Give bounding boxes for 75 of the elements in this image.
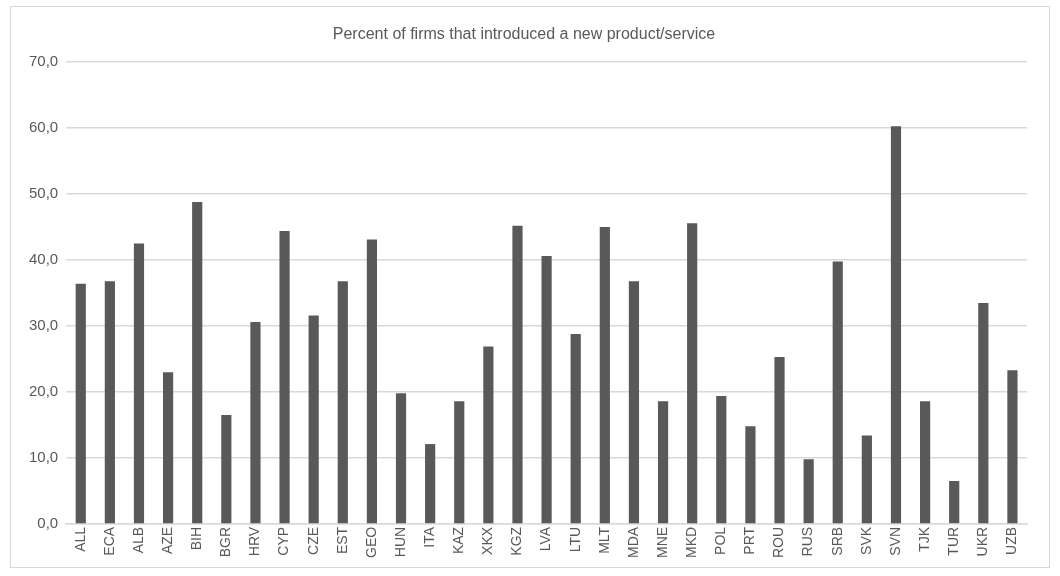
chart-title: Percent of firms that introduced a new product/service [332, 25, 716, 43]
bar [745, 426, 756, 524]
bar [599, 227, 610, 524]
bar [454, 401, 465, 524]
bar [104, 281, 115, 524]
bar [890, 126, 902, 524]
x-tick-label: GEO [362, 526, 379, 559]
bar [163, 372, 174, 524]
bar [337, 281, 348, 524]
x-tick-label: SRB [828, 526, 845, 556]
bar [774, 357, 785, 524]
bar [832, 261, 843, 524]
y-tick-label: 20,0 [28, 382, 59, 400]
x-tick-label: MDA [624, 526, 641, 559]
x-tick-label: ROU [770, 526, 787, 559]
x-tick-label: CZE [304, 526, 321, 555]
bar [1007, 370, 1018, 524]
x-tick-label: MLT [595, 526, 612, 554]
x-tick-label: MNE [653, 526, 670, 559]
x-tick-label: ALL [71, 526, 88, 552]
bar [425, 444, 436, 524]
bar [483, 346, 494, 524]
bar [250, 322, 261, 524]
y-tick-label: 50,0 [28, 184, 59, 202]
x-tick-label: RUS [799, 526, 816, 557]
x-tick-label: POL [712, 526, 729, 555]
bar [75, 283, 86, 524]
y-tick-label: 70,0 [28, 52, 59, 70]
bar [395, 393, 407, 524]
bar [716, 395, 727, 524]
x-tick-label: KAZ [450, 526, 467, 555]
bar [192, 202, 203, 524]
x-tick-label: LTU [566, 526, 583, 553]
y-tick-label: 40,0 [28, 250, 59, 268]
x-tick-label: ECA [100, 526, 117, 556]
bar [657, 401, 669, 524]
x-tick-label: AZE [158, 526, 175, 555]
bar [366, 239, 377, 524]
bar [803, 459, 814, 524]
x-tick-label: SVK [857, 526, 874, 555]
x-tick-label: LVA [537, 526, 554, 552]
bar [949, 481, 960, 524]
x-tick-label: XKX [479, 526, 496, 555]
x-tick-label: KGZ [508, 526, 525, 556]
x-tick-label: ALB [129, 526, 146, 554]
bar [978, 302, 989, 524]
y-tick-label: 10,0 [28, 448, 59, 466]
x-tick-label: BIH [188, 526, 205, 551]
x-tick-label: EST [333, 526, 350, 555]
x-tick-label: MKD [683, 526, 700, 559]
y-tick-label: 30,0 [28, 316, 59, 334]
x-tick-label: BGR [217, 526, 234, 558]
x-tick-label: UKR [974, 526, 991, 557]
bar [861, 435, 872, 524]
x-tick-label: SVN [886, 526, 903, 556]
x-tick-label: UZB [1003, 526, 1020, 555]
x-tick-label: TUR [945, 526, 962, 556]
bar [221, 415, 232, 524]
bar [133, 243, 145, 524]
x-tick-label: HRV [246, 526, 263, 557]
x-tick-label: ITA [421, 526, 437, 548]
x-tick-label: CYP [275, 526, 292, 556]
bar [920, 401, 931, 524]
x-tick-label: HUN [391, 526, 408, 558]
bar [687, 223, 698, 524]
bar [541, 256, 552, 524]
bar [570, 333, 581, 524]
x-tick-label: TJK [915, 526, 932, 552]
bar [512, 225, 523, 524]
y-tick-label: 60,0 [28, 118, 59, 136]
bar [628, 281, 640, 524]
x-tick-label: PRT [741, 526, 758, 555]
bar [308, 315, 319, 524]
bar [279, 231, 290, 524]
y-tick-label: 0,0 [37, 514, 59, 532]
